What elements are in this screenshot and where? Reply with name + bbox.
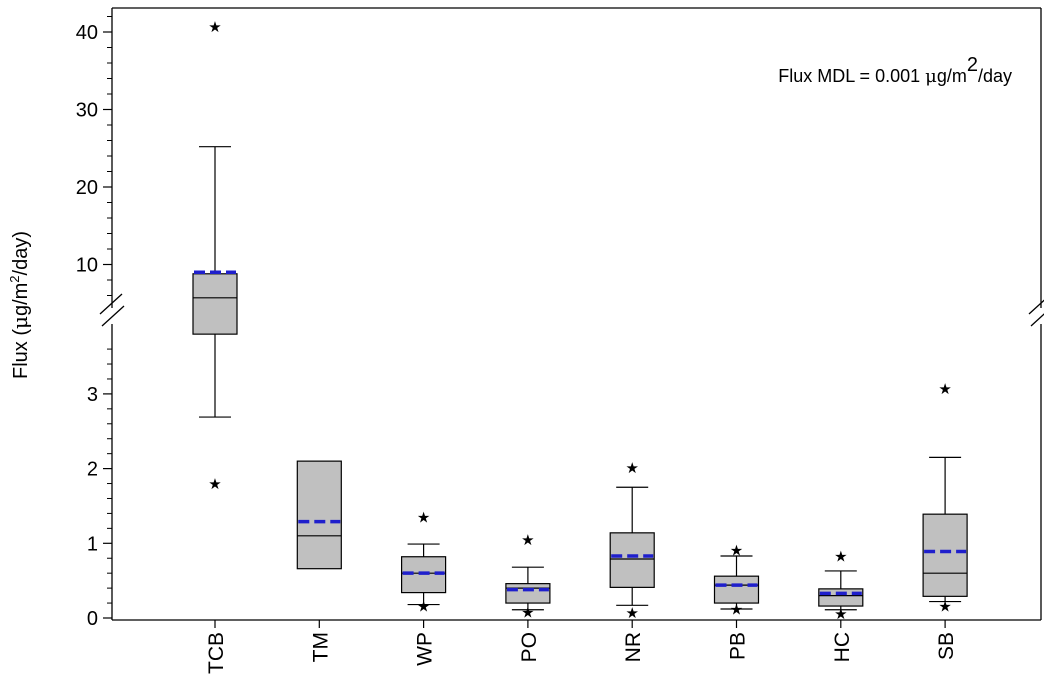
box-group-pb: ★★	[713, 541, 760, 618]
box-group-hc: ★★	[818, 547, 864, 623]
y-axis-title: Flux (μg/m2/day)	[7, 231, 32, 379]
mdl-annotation-unit: g/m	[937, 66, 967, 86]
left-break-mark-upper	[99, 293, 123, 315]
y-tick-label-2: 2	[87, 459, 98, 481]
outlier-marker: ★	[834, 605, 847, 623]
outlier-marker: ★	[730, 600, 743, 618]
outlier-marker: ★	[625, 459, 638, 477]
y-tick-label-0: 0	[87, 608, 98, 630]
box-group-po: ★★	[505, 531, 551, 621]
right-break-mark-lower	[1030, 313, 1044, 327]
outlier-marker: ★	[834, 547, 847, 565]
right-break-gap	[1035, 308, 1044, 324]
x-tick-label-hc: HC	[831, 632, 854, 662]
outlier-marker: ★	[208, 18, 221, 36]
x-tick-label-nr: NR	[622, 632, 645, 662]
outlier-marker: ★	[417, 597, 430, 615]
y-tick-label-30: 30	[76, 100, 98, 122]
axes	[99, 7, 1044, 628]
left-break-mark-lower	[101, 305, 125, 327]
box-group-sb: ★★	[922, 380, 968, 615]
outlier-marker: ★	[730, 541, 743, 559]
labels: 0 1 2 3 10 20 30 40 TCB TM WP PO NR PB HC SB	[76, 22, 958, 674]
mdl-annotation: Flux MDL = 0.001 μg/m2/day	[778, 54, 1012, 87]
box-nr	[609, 532, 655, 588]
y-tick-label-10: 10	[76, 255, 98, 277]
y-axis-title-pre: Flux (	[10, 329, 32, 379]
outlier-marker: ★	[208, 475, 221, 493]
y-tick-label-20: 20	[76, 177, 98, 199]
y-tick-label-3: 3	[87, 384, 98, 406]
box-group-nr: ★★	[609, 459, 655, 622]
outlier-marker: ★	[521, 603, 534, 621]
outlier-marker: ★	[625, 604, 638, 622]
x-tick-label-sb: SB	[935, 632, 958, 660]
x-tick-label-wp: WP	[414, 632, 437, 666]
y-axis-title-post: /day)	[10, 231, 32, 275]
x-tick-label-po: PO	[518, 632, 541, 662]
box-sb	[922, 513, 968, 597]
box-tcb	[192, 273, 238, 335]
right-break-mark-upper	[1028, 299, 1044, 315]
outlier-marker: ★	[417, 508, 430, 526]
box-tm	[296, 460, 342, 570]
mdl-annotation-pre: Flux MDL = 0.001	[778, 66, 925, 86]
x-tick-label-pb: PB	[727, 632, 750, 660]
x-tick-label-tm: TM	[309, 632, 332, 662]
mdl-annotation-mu: μ	[925, 66, 937, 87]
box-pb	[713, 575, 760, 604]
boxes: ★★★★★★★★★★★★★★	[192, 18, 968, 623]
y-tick-label-40: 40	[76, 22, 98, 44]
outlier-marker: ★	[521, 531, 534, 549]
box-group-tm	[296, 460, 342, 570]
box-po	[505, 583, 551, 604]
y-axis-title-unit: g/m	[10, 283, 32, 316]
outlier-marker: ★	[938, 597, 951, 615]
y-tick-label-1: 1	[87, 533, 98, 555]
box-hc	[818, 588, 864, 607]
mdl-annotation-post: /day	[978, 66, 1012, 86]
y-axis-title-mu: μ	[8, 316, 32, 329]
y-axis-title-sup: 2	[7, 275, 22, 282]
mdl-annotation-sup: 2	[967, 54, 978, 76]
x-tick-label-tcb: TCB	[205, 632, 228, 674]
outlier-marker: ★	[938, 380, 951, 398]
box-group-tcb: ★★	[192, 18, 238, 493]
box-group-wp: ★★	[401, 508, 447, 615]
